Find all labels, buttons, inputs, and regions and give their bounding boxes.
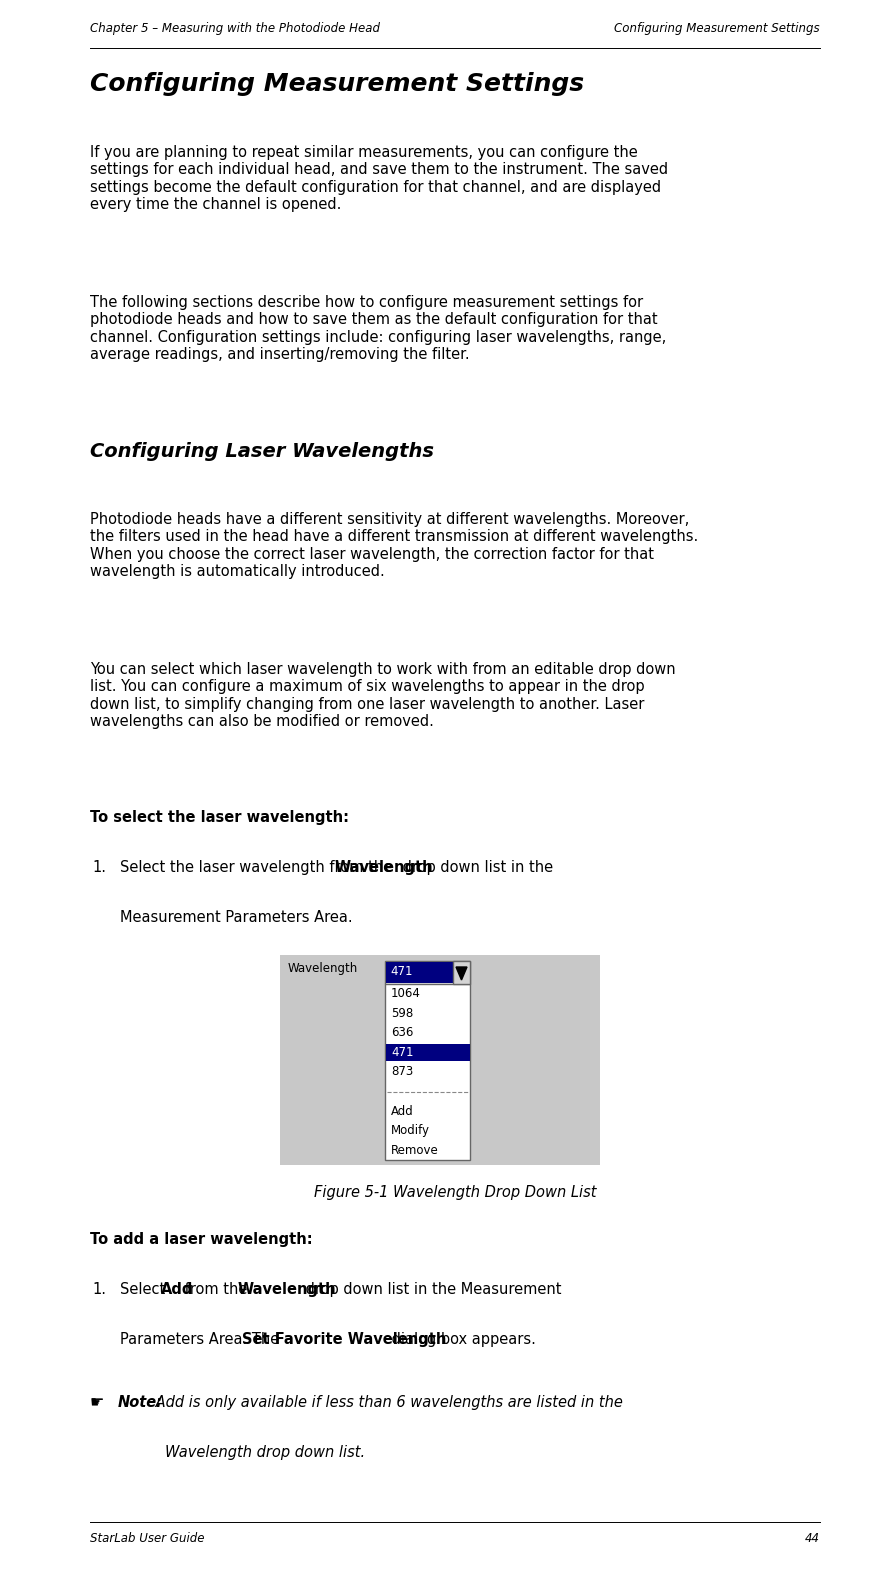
- Text: Add is only available if less than 6 wavelengths are listed in the: Add is only available if less than 6 wav…: [150, 1395, 622, 1411]
- Text: Select the laser wavelength from the: Select the laser wavelength from the: [120, 859, 397, 875]
- Text: 1064: 1064: [391, 987, 421, 1001]
- Text: Set Favorite Wavelength: Set Favorite Wavelength: [242, 1332, 446, 1346]
- Text: dialog box appears.: dialog box appears.: [387, 1332, 535, 1346]
- Text: 873: 873: [391, 1065, 414, 1078]
- Text: Configuring Laser Wavelengths: Configuring Laser Wavelengths: [90, 441, 434, 460]
- Text: Modify: Modify: [391, 1125, 430, 1137]
- Text: StarLab User Guide: StarLab User Guide: [90, 1532, 204, 1544]
- Text: Chapter 5 – Measuring with the Photodiode Head: Chapter 5 – Measuring with the Photodiod…: [90, 22, 380, 35]
- Text: Wavelength: Wavelength: [288, 961, 358, 976]
- Text: 471: 471: [390, 965, 413, 977]
- Text: drop down list in the: drop down list in the: [398, 859, 553, 875]
- Text: Add: Add: [161, 1282, 193, 1298]
- Text: Remove: Remove: [391, 1144, 439, 1156]
- Text: Note:: Note:: [118, 1395, 163, 1411]
- Bar: [280, 955, 600, 1166]
- Bar: [385, 983, 470, 1161]
- Text: ☛: ☛: [90, 1395, 104, 1411]
- Bar: [453, 961, 470, 983]
- Text: To select the laser wavelength:: To select the laser wavelength:: [90, 811, 349, 825]
- Text: To add a laser wavelength:: To add a laser wavelength:: [90, 1232, 313, 1247]
- Text: 598: 598: [391, 1007, 414, 1020]
- Bar: [385, 961, 470, 983]
- Text: Select: Select: [120, 1282, 169, 1298]
- Text: You can select which laser wavelength to work with from an editable drop down
li: You can select which laser wavelength to…: [90, 661, 675, 729]
- Text: Configuring Measurement Settings: Configuring Measurement Settings: [614, 22, 820, 35]
- Text: 1.: 1.: [92, 859, 106, 875]
- Text: If you are planning to repeat similar measurements, you can configure the
settin: If you are planning to repeat similar me…: [90, 145, 668, 212]
- Text: Wavelength: Wavelength: [237, 1282, 336, 1298]
- Text: Photodiode heads have a different sensitivity at different wavelengths. Moreover: Photodiode heads have a different sensit…: [90, 512, 699, 580]
- Text: 1.: 1.: [92, 1282, 106, 1298]
- Text: Wavelength drop down list.: Wavelength drop down list.: [165, 1445, 365, 1459]
- Bar: [386, 1043, 469, 1062]
- Text: Configuring Measurement Settings: Configuring Measurement Settings: [90, 72, 584, 96]
- Text: The following sections describe how to configure measurement settings for
photod: The following sections describe how to c…: [90, 295, 667, 363]
- Text: Wavelength: Wavelength: [335, 859, 434, 875]
- Text: Add: Add: [391, 1104, 414, 1117]
- Text: drop down list in the Measurement: drop down list in the Measurement: [301, 1282, 561, 1298]
- Text: from the: from the: [180, 1282, 251, 1298]
- Text: 471: 471: [391, 1046, 414, 1059]
- Bar: [386, 961, 453, 983]
- Text: Parameters Area. The: Parameters Area. The: [120, 1332, 284, 1346]
- Text: Measurement Parameters Area.: Measurement Parameters Area.: [120, 910, 353, 925]
- Polygon shape: [456, 968, 467, 980]
- Text: 636: 636: [391, 1026, 414, 1038]
- Text: Figure 5-1 Wavelength Drop Down List: Figure 5-1 Wavelength Drop Down List: [314, 1185, 596, 1200]
- Text: 44: 44: [805, 1532, 820, 1544]
